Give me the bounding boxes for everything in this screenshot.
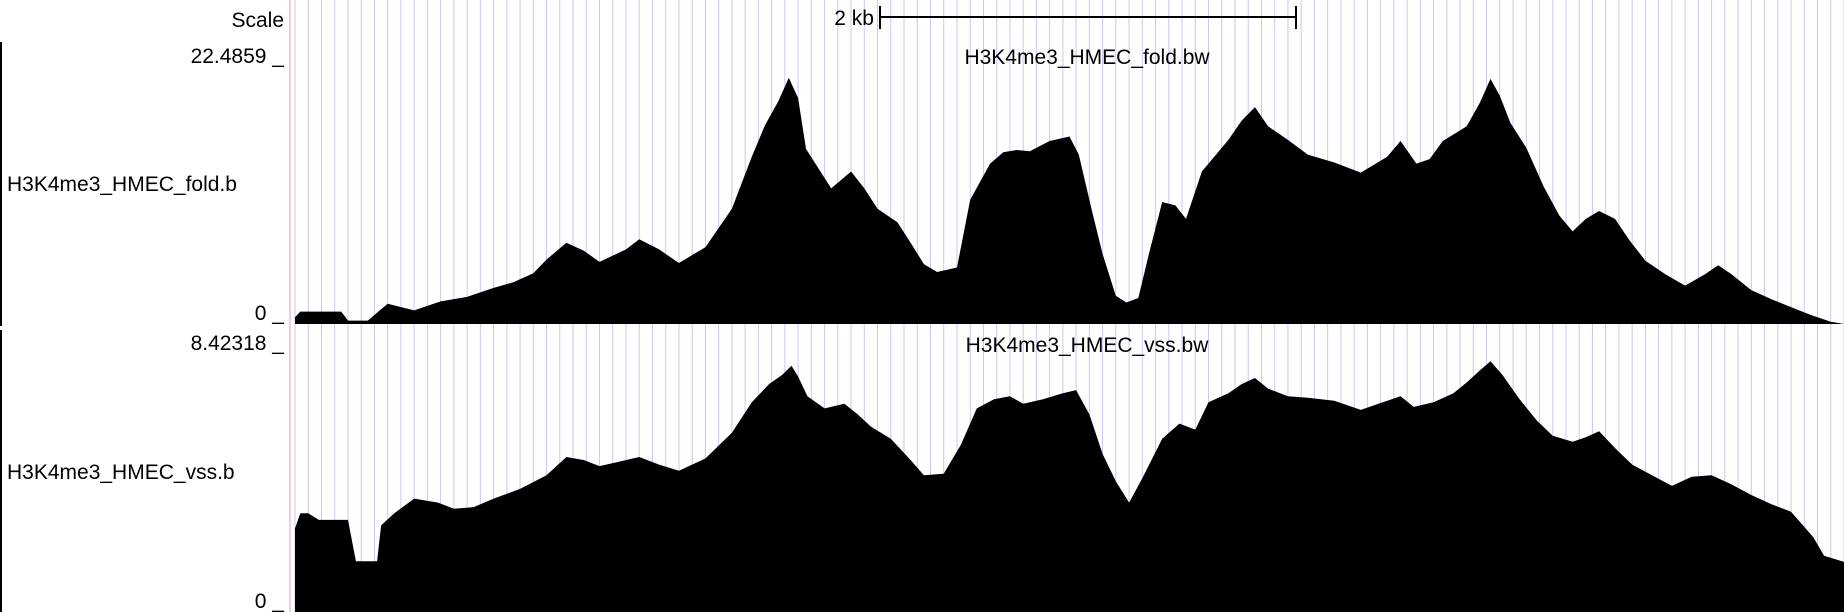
scale-label: Scale <box>231 9 284 32</box>
y-max-label: 8.42318 _ <box>191 332 285 355</box>
scale-bar <box>879 6 1297 29</box>
track-vss[interactable]: H3K4me3_HMEC_vss.bw H3K4me3_HMEC_vss.b 8… <box>0 330 1844 612</box>
track-side-label[interactable]: H3K4me3_HMEC_fold.b <box>7 173 237 196</box>
scale-bar-label: 2 kb <box>834 7 874 30</box>
signal-area <box>295 77 1844 324</box>
track-fold[interactable]: H3K4me3_HMEC_fold.bw H3K4me3_HMEC_fold.b… <box>0 42 1844 326</box>
track-title: H3K4me3_HMEC_fold.bw <box>964 46 1210 69</box>
y-min-label: 0 _ <box>255 590 285 612</box>
track-side-label[interactable]: H3K4me3_HMEC_vss.b <box>7 461 235 484</box>
y-max-label: 22.4859 _ <box>191 45 285 68</box>
y-min-label: 0 _ <box>255 302 285 325</box>
signal-area <box>295 361 1844 612</box>
track-title: H3K4me3_HMEC_vss.bw <box>966 334 1210 357</box>
